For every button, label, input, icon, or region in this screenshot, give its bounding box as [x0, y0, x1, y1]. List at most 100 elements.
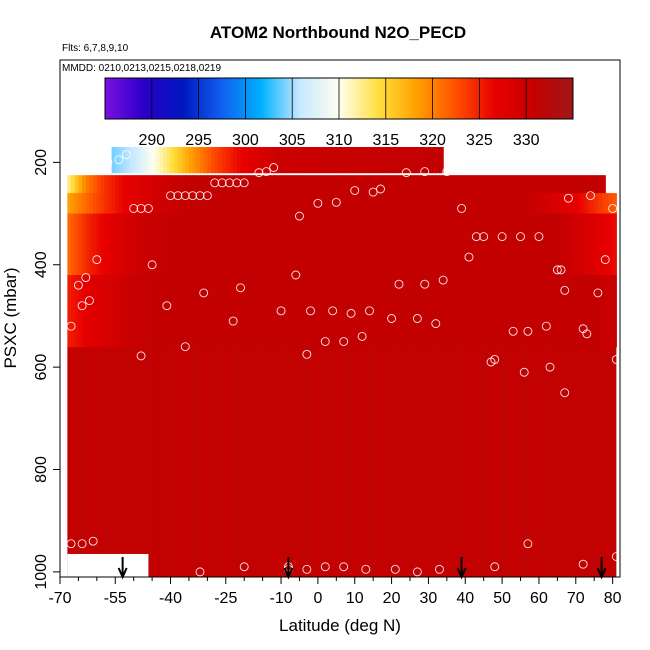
- heatmap-streak: [391, 346, 396, 577]
- sample-point: [490, 562, 500, 572]
- heatmap-cell: [601, 274, 606, 348]
- heatmap-cell: [229, 175, 234, 194]
- heatmap-cell: [373, 193, 378, 215]
- colorbar-swatch: [151, 78, 155, 119]
- heatmap-cell: [166, 213, 172, 276]
- colorbar-swatch: [205, 78, 209, 119]
- heatmap-cell: [236, 193, 242, 215]
- sample-point: [276, 306, 286, 316]
- heatmap-cell: [295, 147, 301, 174]
- heatmap-cell: [505, 274, 511, 348]
- heatmap-cell: [321, 213, 326, 276]
- heatmap-cell: [413, 175, 418, 194]
- sample-point: [136, 567, 146, 577]
- heatmap-cell: [575, 213, 581, 276]
- heatmap-cell: [520, 193, 525, 215]
- heatmap-cell: [93, 213, 98, 276]
- sample-point: [92, 255, 102, 265]
- colorbar-swatch: [165, 78, 169, 119]
- sample-point: [88, 536, 98, 546]
- heatmap-streak: [303, 346, 307, 577]
- heatmap-streak: [170, 346, 175, 577]
- heatmap-cell: [553, 213, 558, 276]
- colorbar-swatch: [193, 78, 197, 119]
- sample-point: [516, 232, 525, 242]
- colorbar-swatch: [320, 78, 324, 119]
- heatmap-cell: [535, 193, 540, 215]
- heatmap-cell: [550, 193, 555, 215]
- sample-point: [162, 301, 172, 311]
- colorbar-swatch: [423, 78, 427, 119]
- heatmap-cell: [387, 274, 393, 348]
- heatmap-cell: [509, 213, 514, 276]
- heatmap-cell: [428, 274, 433, 348]
- heatmap-cell: [583, 274, 588, 348]
- heatmap-cell: [568, 274, 573, 348]
- sample-point: [331, 197, 341, 207]
- heatmap-cell: [96, 274, 102, 348]
- heatmap-cell: [439, 175, 444, 194]
- sample-point: [560, 285, 570, 295]
- heatmap-cell: [321, 193, 326, 215]
- sample-point: [412, 314, 422, 323]
- heatmap-cell: [406, 175, 411, 194]
- heatmap-cell: [270, 213, 275, 276]
- colorbar-swatch: [285, 78, 289, 119]
- heatmap-cell: [590, 274, 595, 348]
- colorbar-swatch: [561, 78, 565, 119]
- heatmap-cell: [104, 175, 109, 194]
- heatmap-cell: [472, 175, 477, 194]
- heatmap-cell: [266, 193, 271, 215]
- heatmap-cell: [292, 175, 297, 194]
- heatmap-cell: [406, 213, 411, 276]
- heatmap-cell: [67, 213, 72, 276]
- heatmap-cell: [89, 175, 94, 194]
- heatmap-cell: [491, 193, 496, 215]
- heatmap-cell: [111, 147, 116, 174]
- colorbar-swatch: [217, 78, 221, 119]
- colorbar-swatch: [107, 78, 111, 119]
- colorbar-swatch: [261, 78, 265, 119]
- sample-point: [582, 329, 592, 339]
- sample-point: [85, 296, 94, 306]
- heatmap-cell: [277, 175, 282, 194]
- sample-point: [508, 326, 518, 336]
- heatmap-cell: [480, 175, 485, 194]
- sample-point: [464, 252, 474, 262]
- heatmap-cell: [258, 175, 264, 194]
- heatmap-cell: [354, 213, 360, 276]
- heatmap-cell: [310, 193, 315, 215]
- sample-point: [195, 567, 205, 577]
- heatmap-cell: [126, 193, 131, 215]
- heatmap-cell: [107, 175, 113, 194]
- colorbar-swatch: [547, 78, 551, 119]
- x-tick-label: 0: [313, 590, 322, 607]
- heatmap-cell: [115, 274, 120, 348]
- heatmap-cell: [516, 193, 522, 215]
- heatmap-cell: [343, 193, 348, 215]
- colorbar-swatch: [116, 78, 120, 119]
- heatmap-cell: [413, 274, 418, 348]
- heatmap-cell: [564, 274, 570, 348]
- heatmap-cell: [155, 193, 161, 215]
- colorbar-swatch: [491, 78, 494, 119]
- heatmap-cell: [181, 213, 186, 276]
- heatmap-cell: [332, 147, 337, 174]
- colorbar-swatch: [425, 78, 429, 119]
- heatmap-cell: [258, 274, 264, 348]
- colorbar-swatch: [364, 78, 368, 119]
- heatmap-cell: [281, 274, 286, 348]
- heatmap-cell: [487, 274, 492, 348]
- heatmap-cell: [601, 175, 606, 194]
- heatmap-cell: [321, 274, 326, 348]
- heatmap-cell: [273, 147, 278, 174]
- colorbar-swatch: [308, 78, 312, 119]
- heatmap-cell: [181, 274, 186, 348]
- heatmap-cell: [71, 175, 76, 194]
- heatmap-cell: [115, 193, 120, 215]
- colorbar-swatch: [257, 78, 260, 119]
- heatmap-cell: [314, 213, 319, 276]
- colorbar-swatch: [544, 78, 548, 119]
- heatmap-cell: [247, 175, 253, 194]
- heatmap-cell: [561, 274, 566, 348]
